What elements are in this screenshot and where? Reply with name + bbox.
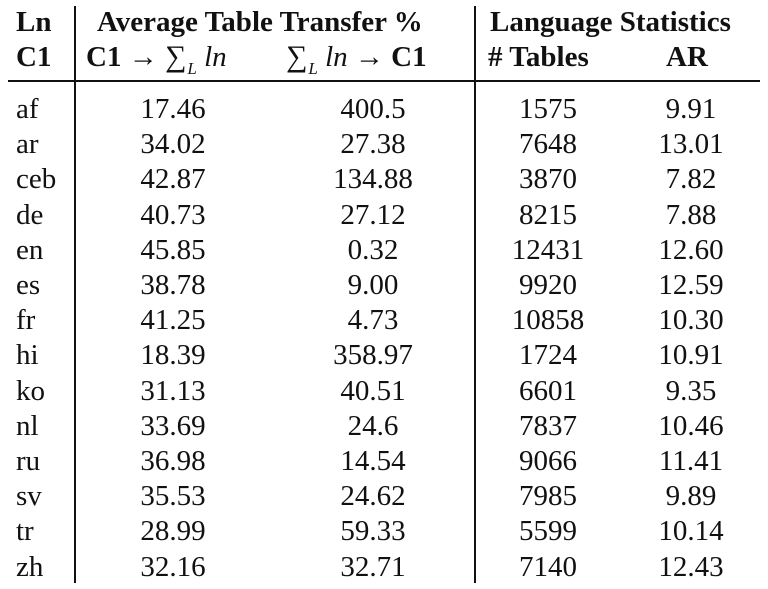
cell-tables: 12431 bbox=[511, 234, 585, 266]
header-c1-label: C1 bbox=[391, 41, 427, 73]
header-ln: Ln bbox=[16, 6, 52, 38]
cell-language: af bbox=[16, 93, 39, 125]
cell-tables: 7140 bbox=[519, 551, 577, 583]
header-sum-ln-to-c1: ∑L ln → C1 bbox=[286, 40, 427, 78]
cell-c1-to-ln: 33.69 bbox=[140, 410, 206, 442]
column-divider-lang bbox=[74, 6, 76, 583]
ln-variable: ln bbox=[325, 41, 348, 73]
cell-language: nl bbox=[16, 410, 39, 442]
cell-language: hi bbox=[16, 339, 39, 371]
header-ar: AR bbox=[666, 41, 708, 73]
cell-ln-to-c1: 27.38 bbox=[340, 128, 406, 160]
cell-ar: 12.43 bbox=[658, 551, 724, 583]
cell-language: de bbox=[16, 199, 44, 231]
sigma-subscript: L bbox=[308, 59, 318, 78]
cell-tables: 1575 bbox=[519, 93, 577, 125]
cell-language: sv bbox=[16, 480, 42, 512]
cell-language: en bbox=[16, 234, 44, 266]
cell-ar: 11.41 bbox=[658, 445, 724, 477]
cell-tables: 3870 bbox=[519, 163, 577, 195]
cell-ln-to-c1: 0.32 bbox=[347, 234, 399, 266]
cell-c1-to-ln: 18.39 bbox=[140, 339, 206, 371]
cell-c1-to-ln: 42.87 bbox=[140, 163, 206, 195]
header-rule bbox=[8, 80, 760, 82]
cell-tables: 7985 bbox=[519, 480, 577, 512]
sigma-symbol: ∑ bbox=[164, 40, 187, 73]
cell-ln-to-c1: 14.54 bbox=[340, 445, 406, 477]
cell-tables: 8215 bbox=[519, 199, 577, 231]
cell-tables: 7648 bbox=[519, 128, 577, 160]
cell-ln-to-c1: 24.62 bbox=[340, 480, 406, 512]
cell-ln-to-c1: 24.6 bbox=[347, 410, 399, 442]
cell-language: ru bbox=[16, 445, 41, 477]
cell-tables: 1724 bbox=[519, 339, 577, 371]
cell-language: ar bbox=[16, 128, 39, 160]
cell-c1-to-ln: 40.73 bbox=[140, 199, 206, 231]
cell-tables: 10858 bbox=[511, 304, 585, 336]
cell-ln-to-c1: 358.97 bbox=[333, 339, 413, 371]
cell-ln-to-c1: 9.00 bbox=[347, 269, 399, 301]
cell-ar: 7.88 bbox=[665, 199, 717, 231]
cell-language: fr bbox=[16, 304, 36, 336]
sigma-symbol: ∑ bbox=[286, 40, 308, 73]
cell-tables: 7837 bbox=[519, 410, 577, 442]
header-c1-to-sum-ln: C1 → ∑L ln bbox=[86, 40, 227, 78]
cell-ar: 10.14 bbox=[658, 515, 724, 547]
arrow-right-icon: → bbox=[128, 41, 158, 73]
ln-variable: ln bbox=[204, 41, 227, 73]
cell-ln-to-c1: 40.51 bbox=[340, 375, 406, 407]
header-tables: # Tables bbox=[488, 41, 589, 73]
cell-ar: 12.60 bbox=[658, 234, 724, 266]
cell-language: zh bbox=[16, 551, 44, 583]
header-group-transfer: Average Table Transfer % bbox=[97, 6, 423, 38]
cell-ar: 10.46 bbox=[658, 410, 724, 442]
cell-ar: 10.91 bbox=[658, 339, 724, 371]
cell-ar: 7.82 bbox=[665, 163, 717, 195]
header-c1: C1 bbox=[16, 41, 52, 73]
header-group-language-stats: Language Statistics bbox=[490, 6, 731, 38]
cell-c1-to-ln: 28.99 bbox=[140, 515, 206, 547]
cell-c1-to-ln: 38.78 bbox=[140, 269, 206, 301]
cell-c1-to-ln: 17.46 bbox=[140, 93, 206, 125]
cell-ar: 9.35 bbox=[665, 375, 717, 407]
cell-c1-to-ln: 31.13 bbox=[140, 375, 206, 407]
sigma-subscript: L bbox=[187, 59, 197, 78]
cell-c1-to-ln: 35.53 bbox=[140, 480, 206, 512]
arrow-right-icon: → bbox=[354, 41, 384, 73]
cell-ln-to-c1: 4.73 bbox=[347, 304, 399, 336]
cell-tables: 5599 bbox=[519, 515, 577, 547]
cell-language: es bbox=[16, 269, 41, 301]
cell-ar: 13.01 bbox=[658, 128, 724, 160]
cell-ar: 9.89 bbox=[665, 480, 717, 512]
header-c1-label: C1 bbox=[86, 41, 122, 73]
column-divider-stats bbox=[474, 6, 476, 583]
cell-tables: 9066 bbox=[519, 445, 577, 477]
cell-ar: 12.59 bbox=[658, 269, 724, 301]
cell-language: tr bbox=[16, 515, 34, 547]
cell-c1-to-ln: 41.25 bbox=[140, 304, 206, 336]
cell-tables: 6601 bbox=[519, 375, 577, 407]
cell-c1-to-ln: 34.02 bbox=[140, 128, 206, 160]
cell-language: ko bbox=[16, 375, 45, 407]
cell-ln-to-c1: 59.33 bbox=[340, 515, 406, 547]
cell-ar: 10.30 bbox=[658, 304, 724, 336]
cell-language: ceb bbox=[16, 163, 57, 195]
cell-ar: 9.91 bbox=[665, 93, 717, 125]
cell-ln-to-c1: 27.12 bbox=[340, 199, 406, 231]
cell-ln-to-c1: 400.5 bbox=[340, 93, 406, 125]
cell-c1-to-ln: 32.16 bbox=[140, 551, 206, 583]
cell-c1-to-ln: 36.98 bbox=[140, 445, 206, 477]
cell-tables: 9920 bbox=[519, 269, 577, 301]
cell-c1-to-ln: 45.85 bbox=[140, 234, 206, 266]
cell-ln-to-c1: 134.88 bbox=[333, 163, 413, 195]
cell-ln-to-c1: 32.71 bbox=[340, 551, 406, 583]
